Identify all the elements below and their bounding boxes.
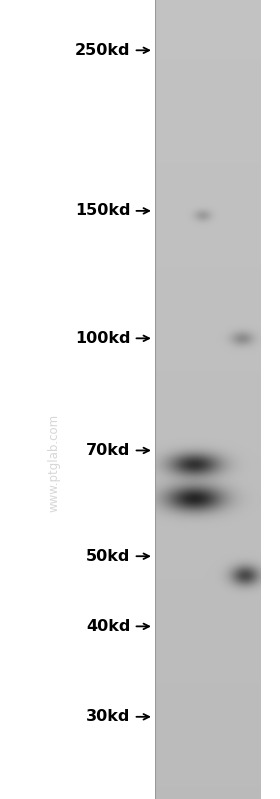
Text: 70kd: 70kd bbox=[86, 443, 130, 458]
Text: 50kd: 50kd bbox=[86, 549, 130, 564]
Text: 250kd: 250kd bbox=[75, 43, 130, 58]
Text: 100kd: 100kd bbox=[75, 331, 130, 346]
Text: www.ptglab.com: www.ptglab.com bbox=[48, 415, 61, 512]
Text: 40kd: 40kd bbox=[86, 619, 130, 634]
Text: 150kd: 150kd bbox=[75, 204, 130, 218]
Text: 30kd: 30kd bbox=[86, 710, 130, 725]
